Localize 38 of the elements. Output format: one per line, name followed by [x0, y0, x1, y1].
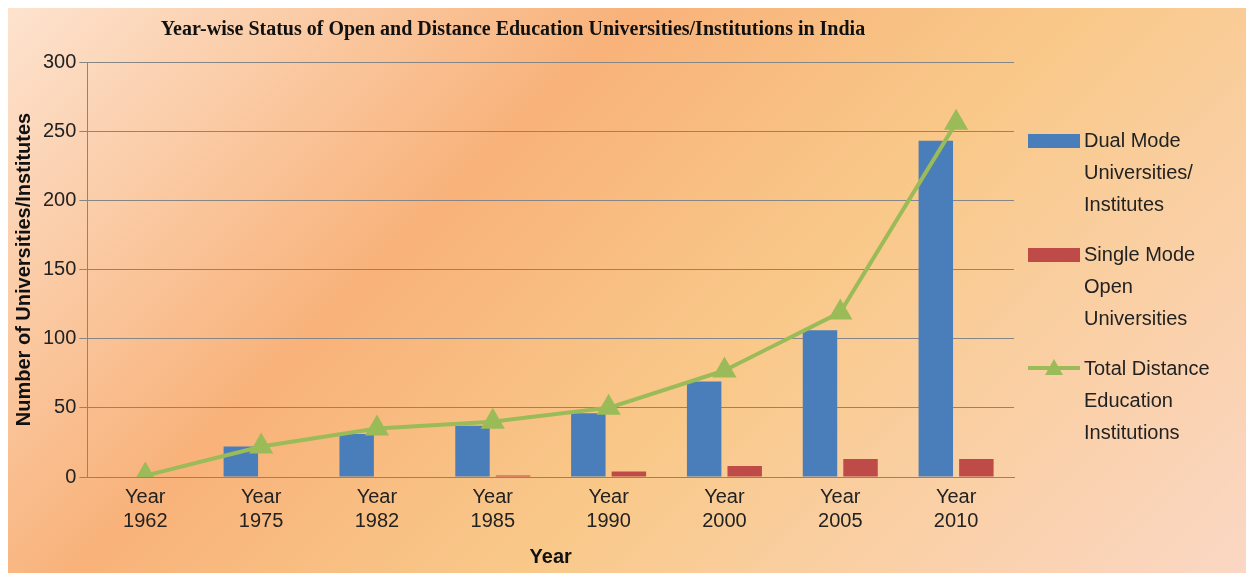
- x-tick-label: Year 2005: [818, 484, 863, 531]
- point: [365, 414, 389, 436]
- bar: [571, 413, 606, 477]
- x-tick-label: Year 1985: [470, 484, 516, 531]
- bar: [339, 434, 374, 477]
- legend-label: Total Distance Education Institutions: [1084, 356, 1211, 445]
- point: [249, 432, 273, 454]
- bar: [918, 140, 954, 477]
- chart-title: Year-wise Status of Open and Distance Education Universities/Institutions in India: [160, 17, 866, 41]
- y-tick-label: 100: [42, 326, 77, 349]
- point: [713, 358, 736, 378]
- x-tick-label: Year 1990: [586, 484, 631, 531]
- point: [945, 110, 967, 130]
- legend-label: Single Mode Open Universities: [1084, 242, 1197, 331]
- bar: [455, 425, 490, 477]
- y-tick-label: 200: [42, 187, 77, 210]
- point: [597, 395, 620, 415]
- y-tick-label: 250: [42, 118, 77, 141]
- legend-label: Dual Mode Universities/ Institutes: [1084, 128, 1194, 217]
- bar: [959, 459, 994, 477]
- point: [829, 300, 851, 320]
- x-axis-title: Year: [529, 544, 573, 567]
- y-tick-label: 50: [54, 395, 77, 418]
- x-tick-label: Year 2000: [702, 484, 747, 531]
- bar: [727, 465, 762, 477]
- y-tick-label: 300: [42, 49, 77, 72]
- y-tick-label: 0: [65, 464, 77, 487]
- bar: [611, 471, 647, 477]
- bar: [686, 381, 722, 477]
- x-tick-label: Year 1982: [354, 484, 400, 531]
- y-tick-label: 150: [42, 257, 77, 280]
- bar: [843, 459, 878, 477]
- y-axis-title: Number of Universities/Institutes: [11, 112, 34, 427]
- bar: [802, 330, 838, 477]
- x-tick-label: Year 1975: [238, 484, 284, 531]
- point: [482, 409, 504, 429]
- x-tick-label: Year 1962: [123, 484, 168, 531]
- x-tick-label: Year 2010: [933, 484, 979, 531]
